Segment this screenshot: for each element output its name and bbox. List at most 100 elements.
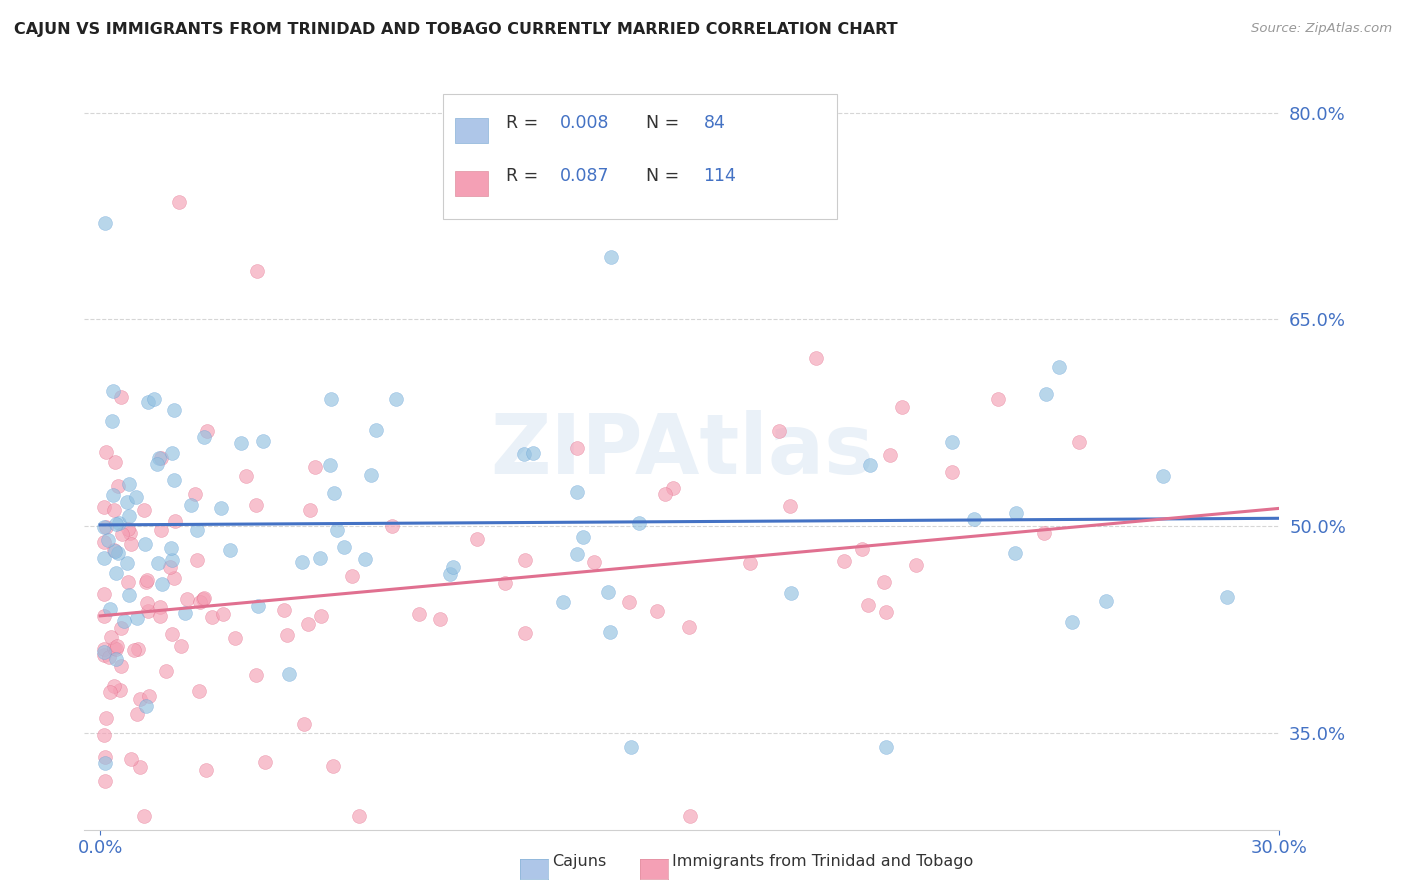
Point	[408, 607, 430, 621]
Text: Immigrants from Trinidad and Tobago: Immigrants from Trinidad and Tobago	[672, 855, 973, 869]
Point	[941, 465, 963, 479]
Point	[291, 555, 314, 569]
Point	[160, 627, 183, 641]
Point	[104, 642, 127, 657]
Point	[565, 547, 588, 561]
Point	[333, 540, 356, 554]
Point	[104, 455, 127, 469]
Point	[246, 264, 269, 278]
Point	[103, 487, 125, 501]
Point	[103, 641, 125, 656]
Text: CAJUN VS IMMIGRANTS FROM TRINIDAD AND TOBAGO CURRENTLY MARRIED CORRELATION CHART: CAJUN VS IMMIGRANTS FROM TRINIDAD AND TO…	[14, 22, 897, 37]
Point	[103, 503, 125, 517]
Point	[176, 591, 198, 606]
Point	[522, 446, 544, 460]
Point	[117, 494, 139, 508]
Point	[856, 599, 879, 613]
Point	[142, 392, 165, 406]
Point	[134, 536, 156, 550]
Point	[93, 550, 115, 565]
Point	[97, 533, 120, 547]
Point	[195, 424, 218, 438]
Point	[94, 773, 117, 788]
Point	[110, 621, 132, 635]
Point	[150, 576, 173, 591]
Point	[163, 473, 186, 487]
Point	[120, 752, 142, 766]
Point	[628, 516, 651, 530]
Point	[132, 809, 155, 823]
Text: 0.087: 0.087	[560, 167, 610, 185]
Point	[322, 485, 344, 500]
Point	[551, 594, 574, 608]
Point	[879, 449, 901, 463]
Point	[297, 617, 319, 632]
Point	[150, 451, 173, 466]
Point	[582, 555, 605, 569]
Point	[319, 392, 342, 406]
Point	[101, 414, 124, 428]
Text: 114: 114	[703, 167, 737, 185]
Text: R =: R =	[506, 167, 544, 185]
Point	[890, 400, 912, 414]
Point	[110, 391, 132, 405]
Point	[188, 684, 211, 698]
Point	[439, 567, 461, 582]
Point	[645, 604, 668, 618]
Point	[93, 645, 115, 659]
Point	[292, 717, 315, 731]
Point	[132, 502, 155, 516]
Point	[193, 591, 215, 606]
Point	[600, 251, 623, 265]
Point	[93, 642, 115, 657]
Point	[186, 523, 208, 537]
Point	[186, 553, 208, 567]
Point	[93, 609, 115, 624]
Text: N =: N =	[636, 114, 685, 132]
Point	[117, 574, 139, 589]
Point	[103, 384, 125, 398]
Point	[513, 553, 536, 567]
Point	[107, 479, 129, 493]
Point	[273, 603, 295, 617]
Point	[347, 809, 370, 823]
Point	[180, 498, 202, 512]
Point	[354, 552, 377, 566]
FancyBboxPatch shape	[456, 118, 488, 144]
Point	[834, 554, 856, 568]
Point	[1067, 434, 1090, 449]
Point	[163, 571, 186, 585]
Point	[654, 487, 676, 501]
Point	[738, 556, 761, 570]
Point	[98, 602, 121, 616]
Point	[120, 537, 142, 551]
Point	[174, 607, 197, 621]
Point	[136, 596, 159, 610]
Point	[875, 605, 897, 619]
Text: N =: N =	[636, 167, 685, 185]
Text: 0.008: 0.008	[560, 114, 610, 132]
Point	[308, 551, 330, 566]
Point	[170, 640, 193, 654]
Point	[235, 469, 257, 483]
Point	[201, 610, 224, 624]
Point	[98, 649, 121, 664]
Point	[1094, 594, 1116, 608]
Point	[117, 589, 139, 603]
Point	[122, 643, 145, 657]
Point	[494, 576, 516, 591]
Point	[107, 545, 129, 559]
Point	[195, 763, 218, 777]
Point	[299, 503, 322, 517]
Point	[98, 685, 121, 699]
Point	[963, 512, 986, 526]
Point	[112, 614, 135, 628]
Point	[513, 626, 536, 640]
Point	[125, 490, 148, 504]
Point	[875, 739, 897, 754]
Text: 84: 84	[703, 114, 725, 132]
Point	[117, 477, 139, 491]
Point	[429, 612, 451, 626]
Point	[247, 599, 270, 614]
Point	[904, 558, 927, 573]
